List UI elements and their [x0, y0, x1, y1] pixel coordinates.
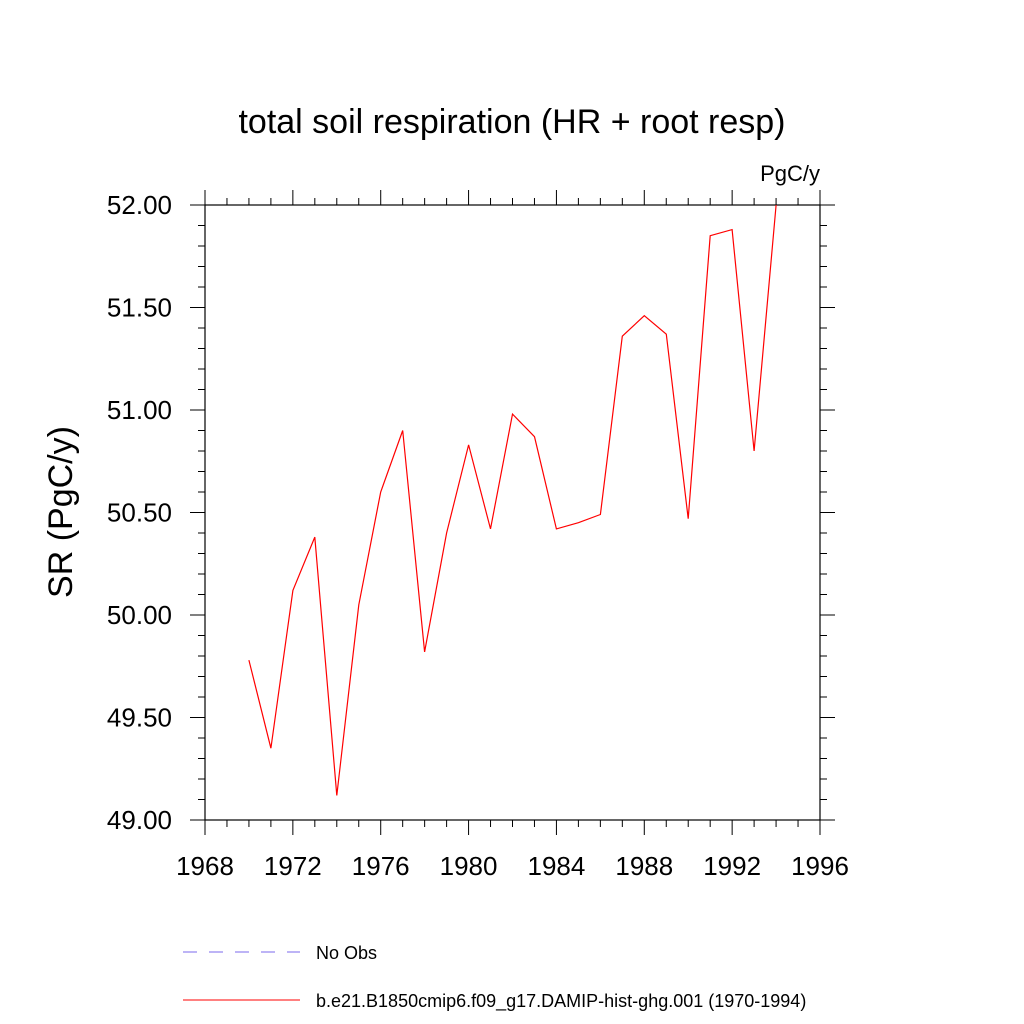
legend-label: b.e21.B1850cmip6.f09_g17.DAMIP-hist-ghg.… — [316, 991, 806, 1012]
x-tick-label: 1976 — [352, 851, 410, 881]
x-tick-label: 1980 — [440, 851, 498, 881]
x-tick-label: 1972 — [264, 851, 322, 881]
x-tick-label: 1988 — [615, 851, 673, 881]
plot-frame — [204, 204, 821, 821]
series-layer — [248, 204, 777, 796]
y-tick-label: 52.00 — [107, 190, 172, 220]
y-tick-label: 50.50 — [107, 498, 172, 528]
x-tick-label: 1968 — [176, 851, 234, 881]
x-tick-label: 1984 — [528, 851, 586, 881]
legend: No Obs b.e21.B1850cmip6.f09_g17.DAMIP-his… — [183, 943, 806, 1012]
units-label: PgC/y — [760, 161, 820, 186]
x-tick-label: 1992 — [703, 851, 761, 881]
legend-label: No Obs — [316, 943, 377, 963]
y-tick-label: 51.00 — [107, 395, 172, 425]
y-tick-label: 51.50 — [107, 293, 172, 323]
y-tick-label: 50.00 — [107, 600, 172, 630]
y-tick-label: 49.50 — [107, 703, 172, 733]
y-axis-label: SR (PgC/y) — [42, 426, 80, 598]
axes: 1968 1972 1976 1980 1984 1988 1992 1996 49.00 49.… — [107, 190, 849, 881]
series-line — [248, 204, 777, 796]
y-tick-label: 49.00 — [107, 805, 172, 835]
x-tick-label: 1996 — [791, 851, 849, 881]
chart-title: total soil respiration (HR + root resp) — [238, 103, 785, 141]
